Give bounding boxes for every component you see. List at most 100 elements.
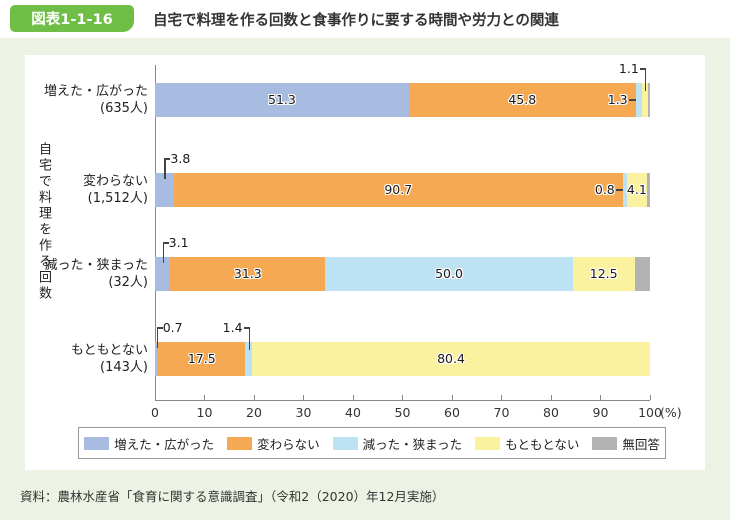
legend-item: もともとない <box>475 434 579 453</box>
legend-swatch <box>84 436 110 450</box>
segment-value-label: 90.7 <box>384 182 413 197</box>
legend-swatch <box>592 436 618 450</box>
category-label-count: (635人) <box>100 101 148 116</box>
segment-value-label: 51.3 <box>268 92 296 107</box>
legend-item: 変わらない <box>227 434 320 453</box>
legend-label: もともとない <box>505 436 580 452</box>
segment-value-label: 4.1 <box>626 182 647 197</box>
legend-item: 増えた・広がった <box>84 434 214 453</box>
segment-value-label: 1.1 <box>618 61 639 76</box>
category-label: 減った・狭まった (32人) <box>25 257 148 291</box>
bar-segment <box>634 257 650 291</box>
bar-segment <box>155 83 409 117</box>
x-tick-label: 10 <box>196 405 213 420</box>
x-axis-unit-label: (%) <box>660 405 682 420</box>
bar-segment <box>155 342 159 376</box>
segment-value-label: 17.5 <box>187 351 216 366</box>
figure-header: 図表1-1-16 自宅で料理を作る回数と食事作りに要する時間や労力との関連 <box>0 0 730 38</box>
bar-segment <box>642 83 648 117</box>
leader-line <box>243 327 250 329</box>
category-label-count: (32人) <box>108 275 148 290</box>
bar-segment <box>173 173 623 207</box>
x-tick <box>402 395 403 400</box>
legend-item: 減った・狭まった <box>332 434 463 453</box>
y-axis-group-label: 自宅で料理を作る回数 <box>36 142 51 302</box>
category-label: もともとない (143人) <box>25 342 148 376</box>
x-tick-label: 20 <box>246 405 262 420</box>
x-tick-label: 80 <box>543 405 559 420</box>
bar-segment <box>158 342 246 376</box>
leader-line <box>615 189 623 191</box>
bar-segment <box>635 83 643 117</box>
x-tick-label: 70 <box>493 405 510 420</box>
segment-value-label: 3.1 <box>168 235 189 250</box>
y-axis-line <box>155 65 156 400</box>
category-label-count: (1,512人) <box>87 191 148 206</box>
x-tick <box>451 395 453 400</box>
leader-line <box>162 242 165 263</box>
category-label-name: 減った・狭まった <box>44 258 148 273</box>
bar-segment <box>626 173 648 207</box>
figure-number-badge: 図表1-1-16 <box>10 5 134 32</box>
x-tick <box>649 395 651 400</box>
segment-value-label: 80.4 <box>437 351 465 366</box>
x-tick <box>303 395 304 400</box>
bar-segment <box>572 257 635 291</box>
bar-segment <box>325 257 573 291</box>
segment-value-label: 1.3 <box>607 92 628 107</box>
legend-label: 増えた・広がった <box>114 436 215 452</box>
legend-label: 無回答 <box>622 436 660 452</box>
segment-value-label: 45.8 <box>508 92 537 107</box>
leader-line <box>639 68 646 70</box>
segment-value-label: 1.4 <box>222 320 243 335</box>
segment-value-label: 0.8 <box>594 182 615 197</box>
bar-segment <box>408 83 636 117</box>
legend-swatch <box>332 436 358 450</box>
legend-swatch <box>227 436 253 450</box>
leader-line <box>164 158 171 160</box>
leader-line <box>156 327 159 348</box>
leader-line <box>644 68 647 91</box>
segment-value-label: 31.3 <box>233 266 262 281</box>
x-tick-label: 100 <box>638 405 662 420</box>
x-tick <box>550 395 552 400</box>
segment-value-label: 0.7 <box>162 320 183 335</box>
bar-segment <box>155 173 174 207</box>
leader-line <box>628 99 636 101</box>
bar-segment <box>245 342 252 376</box>
x-tick <box>253 395 255 400</box>
x-tick <box>501 395 502 400</box>
x-tick <box>154 395 156 400</box>
category-label-name: 増えた・広がった <box>43 84 148 99</box>
segment-value-label: 50.0 <box>435 266 463 281</box>
legend: 増えた・広がった 変わらない 減った・狭まった もともとない 無回答 <box>78 427 666 459</box>
x-tick-label: 40 <box>345 405 361 420</box>
category-label: 変わらない (1,512人) <box>25 173 148 207</box>
bar-segment <box>647 83 650 117</box>
x-tick <box>204 395 205 400</box>
chart-plot-area: 0 10 20 30 40 50 60 70 80 90 100 (%) 増えた・広がった (635人) 変… <box>25 55 705 470</box>
bar-segment <box>252 342 650 376</box>
legend-label: 変わらない <box>257 436 320 452</box>
figure-title: 自宅で料理を作る回数と食事作りに要する時間や労力との関連 <box>153 12 559 29</box>
category-label-count: (143人) <box>100 360 148 375</box>
chart-panel: 0 10 20 30 40 50 60 70 80 90 100 (%) 増えた・広がった (635人) 変… <box>25 55 705 470</box>
bar-segment <box>622 173 627 207</box>
leader-line <box>156 327 163 329</box>
x-tick-label: 50 <box>394 405 411 420</box>
category-label: 増えた・広がった (635人) <box>25 83 148 117</box>
leader-line <box>164 158 166 179</box>
bar-segment <box>170 257 326 291</box>
legend-label: 減った・狭まった <box>362 436 463 452</box>
x-tick <box>352 395 354 400</box>
x-axis-line <box>155 400 650 401</box>
category-label-name: もともとない <box>70 343 148 358</box>
bar-segment <box>647 173 650 207</box>
source-note: 資料：農林水産省「食育に関する意識調査」（令和2（2020）年12月実施） <box>20 489 445 504</box>
leader-line <box>248 327 251 350</box>
segment-value-label: 12.5 <box>589 266 618 281</box>
segment-value-label: 3.8 <box>170 151 191 166</box>
bar-segment <box>155 257 171 291</box>
x-tick-label: 30 <box>295 405 312 420</box>
